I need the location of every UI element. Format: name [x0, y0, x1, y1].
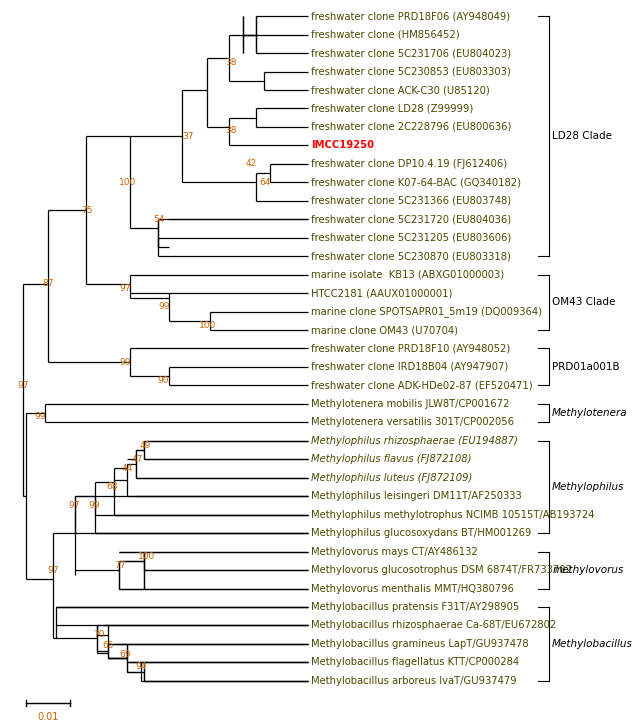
Text: 99: 99: [88, 501, 99, 510]
Text: Methylotenera: Methylotenera: [552, 408, 628, 418]
Text: 38: 38: [225, 58, 236, 67]
Text: 100: 100: [138, 552, 155, 560]
Text: freshwater clone 2C228796 (EU800636): freshwater clone 2C228796 (EU800636): [311, 122, 512, 132]
Text: freshwater clone (HM856452): freshwater clone (HM856452): [311, 30, 460, 40]
Text: Methylophilus: Methylophilus: [552, 482, 625, 492]
Text: 99: 99: [34, 412, 46, 421]
Text: 65: 65: [103, 641, 114, 650]
Text: IMCC19250: IMCC19250: [311, 140, 374, 151]
Text: 38: 38: [225, 126, 236, 135]
Text: freshwater clone IRD18B04 (AY947907): freshwater clone IRD18B04 (AY947907): [311, 362, 508, 372]
Text: Methylobacillus gramineus LapT/GU937478: Methylobacillus gramineus LapT/GU937478: [311, 639, 529, 649]
Text: 77: 77: [114, 561, 125, 570]
Text: marine isolate  KB13 (ABXG01000003): marine isolate KB13 (ABXG01000003): [311, 269, 504, 279]
Text: 49: 49: [140, 441, 151, 450]
Text: Methylotenera mobilis JLW8T/CP001672: Methylotenera mobilis JLW8T/CP001672: [311, 399, 510, 409]
Text: 37: 37: [182, 132, 194, 140]
Text: 44: 44: [122, 464, 133, 473]
Text: Methylophilus glucosoxydans BT/HM001269: Methylophilus glucosoxydans BT/HM001269: [311, 528, 531, 538]
Text: freshwater clone ACK-C30 (U85120): freshwater clone ACK-C30 (U85120): [311, 85, 490, 95]
Text: 69: 69: [119, 650, 131, 660]
Text: Methylovorus mays CT/AY486132: Methylovorus mays CT/AY486132: [311, 547, 478, 557]
Text: Methylophilus rhizosphaerae (EU194887): Methylophilus rhizosphaerae (EU194887): [311, 436, 518, 446]
Text: 0.01: 0.01: [38, 712, 59, 723]
Text: Methylobacillus rhizosphaerae Ca-68T/EU672802: Methylobacillus rhizosphaerae Ca-68T/EU6…: [311, 620, 556, 631]
Text: OM43 Clade: OM43 Clade: [552, 298, 615, 307]
Text: 97: 97: [47, 565, 59, 575]
Text: 75: 75: [81, 206, 92, 214]
Text: marine clone OM43 (U70704): marine clone OM43 (U70704): [311, 325, 458, 335]
Text: PRD01a001B: PRD01a001B: [552, 362, 620, 372]
Text: 99: 99: [159, 303, 170, 311]
Text: freshwater clone LD28 (Z99999): freshwater clone LD28 (Z99999): [311, 104, 473, 114]
Text: 87: 87: [43, 279, 54, 288]
Text: marine clone SPOTSAPR01_5m19 (DQ009364): marine clone SPOTSAPR01_5m19 (DQ009364): [311, 306, 542, 317]
Text: HTCC2181 (AAUX01000001): HTCC2181 (AAUX01000001): [311, 288, 452, 298]
Text: freshwater clone DP10.4.19 (FJ612406): freshwater clone DP10.4.19 (FJ612406): [311, 159, 507, 169]
Text: Methylophilus flavus (FJ872108): Methylophilus flavus (FJ872108): [311, 454, 471, 464]
Text: 100: 100: [199, 321, 216, 330]
Text: Methylobacillus flagellatus KTT/CP000284: Methylobacillus flagellatus KTT/CP000284: [311, 657, 519, 668]
Text: freshwater clone ADK-HDe02-87 (EF520471): freshwater clone ADK-HDe02-87 (EF520471): [311, 380, 533, 390]
Text: Methylovorus menthalis MMT/HQ380796: Methylovorus menthalis MMT/HQ380796: [311, 584, 514, 594]
Text: Methylophilus leisingeri DM11T/AF250333: Methylophilus leisingeri DM11T/AF250333: [311, 491, 522, 501]
Text: 100: 100: [119, 178, 136, 187]
Text: freshwater clone PRD18F10 (AY948052): freshwater clone PRD18F10 (AY948052): [311, 343, 510, 353]
Text: 42: 42: [245, 159, 257, 169]
Text: methylovorus: methylovorus: [552, 565, 624, 575]
Text: freshwater clone 5C231366 (EU803748): freshwater clone 5C231366 (EU803748): [311, 195, 511, 206]
Text: freshwater clone 5C230853 (EU803303): freshwater clone 5C230853 (EU803303): [311, 67, 511, 77]
Text: 54: 54: [154, 215, 165, 224]
Text: 90: 90: [157, 376, 169, 385]
Text: Methylobacillus arboreus IvaT/GU937479: Methylobacillus arboreus IvaT/GU937479: [311, 675, 517, 686]
Text: Methylotenera versatilis 301T/CP002056: Methylotenera versatilis 301T/CP002056: [311, 417, 514, 427]
Text: Methylophilus luteus (FJ872109): Methylophilus luteus (FJ872109): [311, 473, 473, 483]
Text: 68: 68: [106, 482, 118, 492]
Text: Methylovorus glucosotrophus DSM 6874T/FR733702: Methylovorus glucosotrophus DSM 6874T/FR…: [311, 565, 572, 575]
Text: Methylobacillus: Methylobacillus: [552, 639, 633, 649]
Text: 94: 94: [136, 662, 147, 671]
Text: 99: 99: [119, 358, 131, 367]
Text: freshwater clone 5C231706 (EU804023): freshwater clone 5C231706 (EU804023): [311, 48, 511, 58]
Text: Methylophilus methylotrophus NCIMB 10515T/AB193724: Methylophilus methylotrophus NCIMB 10515…: [311, 510, 594, 520]
Text: freshwater clone 5C230870 (EU803318): freshwater clone 5C230870 (EU803318): [311, 251, 511, 261]
Text: LD28 Clade: LD28 Clade: [552, 131, 612, 141]
Text: freshwater clone 5C231205 (EU803606): freshwater clone 5C231205 (EU803606): [311, 232, 512, 243]
Text: freshwater clone 5C231720 (EU804036): freshwater clone 5C231720 (EU804036): [311, 214, 511, 224]
Text: 47: 47: [132, 455, 143, 464]
Text: Methylobacillus pratensis F31T/AY298905: Methylobacillus pratensis F31T/AY298905: [311, 602, 519, 612]
Text: 64: 64: [259, 178, 270, 187]
Text: 97: 97: [18, 381, 29, 390]
Text: freshwater clone PRD18F06 (AY948049): freshwater clone PRD18F06 (AY948049): [311, 11, 510, 21]
Text: 70: 70: [94, 630, 105, 639]
Text: freshwater clone K07-64-BAC (GQ340182): freshwater clone K07-64-BAC (GQ340182): [311, 177, 521, 188]
Text: 97: 97: [69, 501, 80, 510]
Text: 97: 97: [119, 284, 131, 293]
